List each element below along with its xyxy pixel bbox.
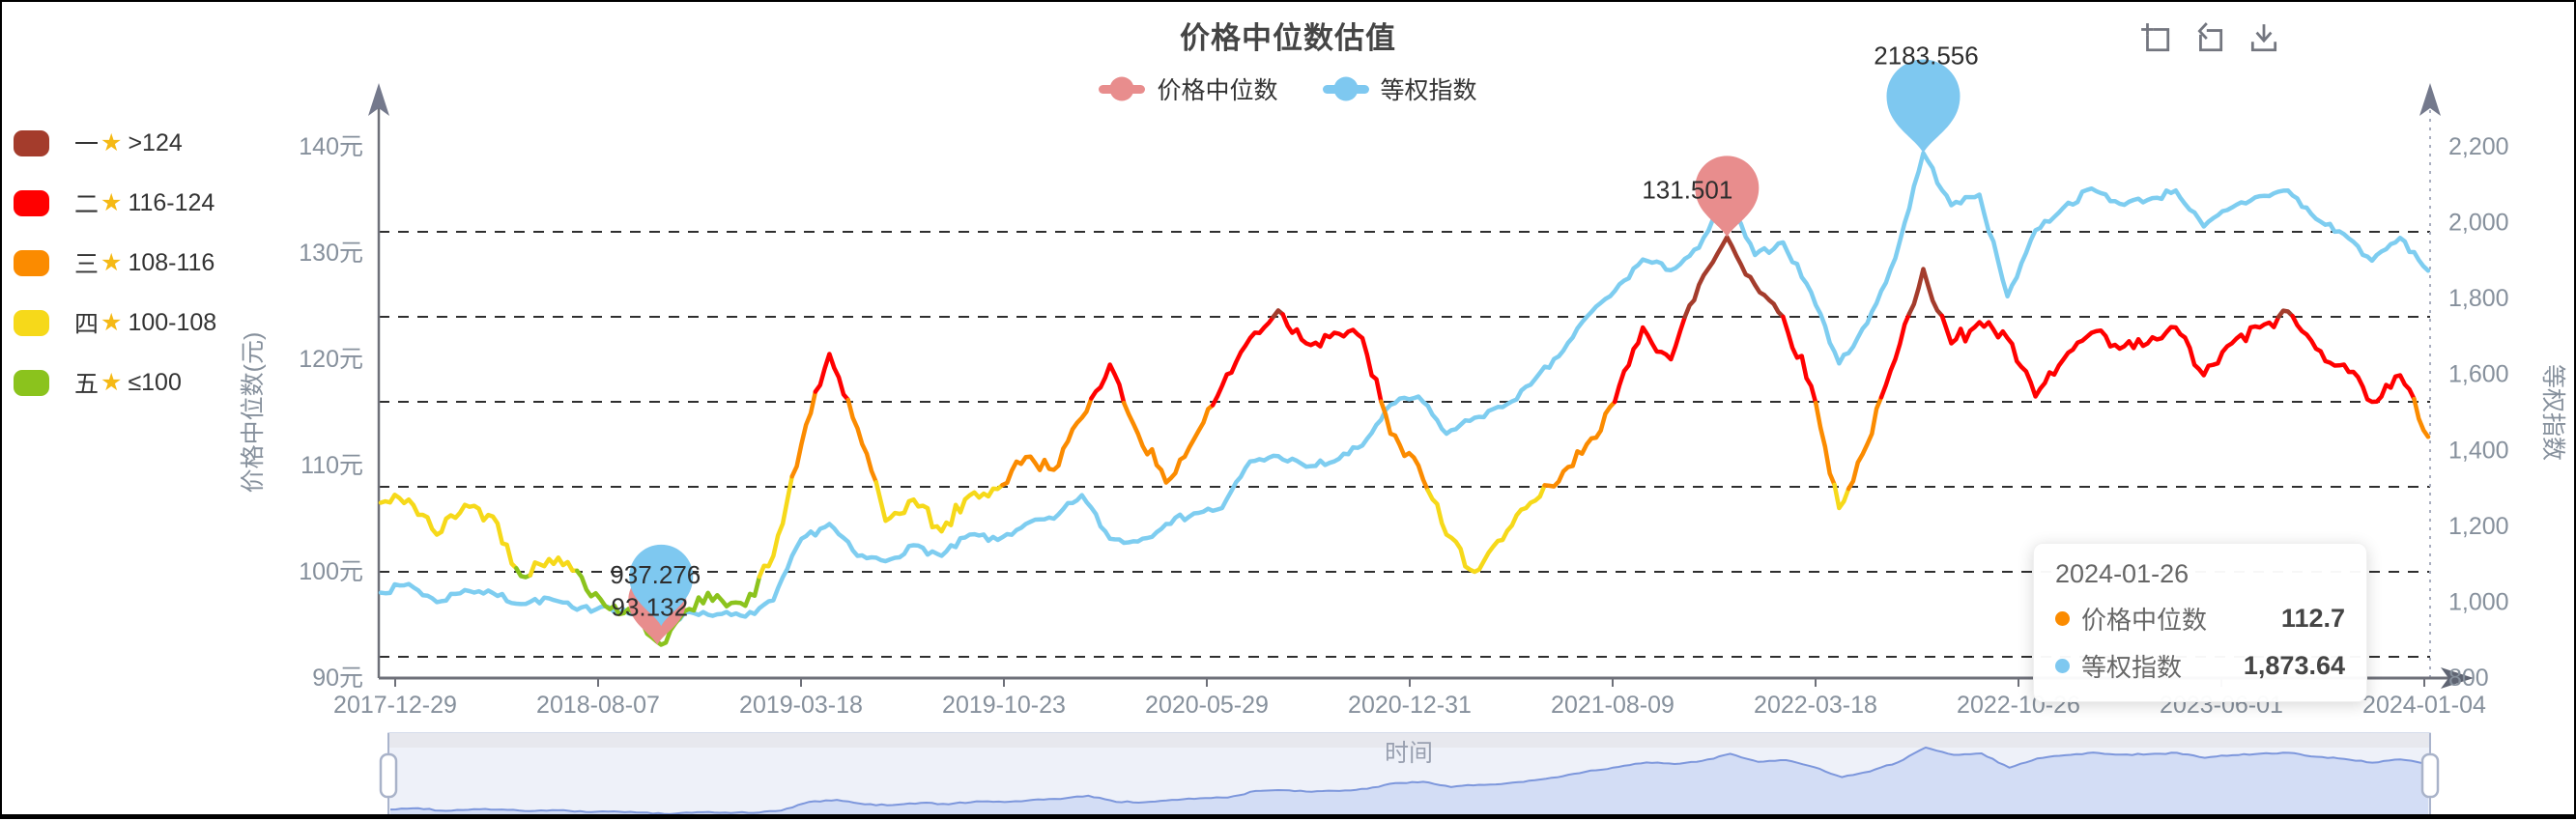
star-icon: ★ xyxy=(100,309,123,336)
series-legend: 价格中位数 等权指数 xyxy=(2,71,2574,106)
index-min-label: 937.276 xyxy=(610,560,701,589)
left-axis-arrow-icon xyxy=(368,83,389,116)
zoom-box-icon[interactable] xyxy=(2139,21,2172,54)
bottom-edge xyxy=(2,814,2574,819)
rating-swatch xyxy=(14,309,49,336)
tooltip-value-median: 112.7 xyxy=(2280,604,2345,633)
x-axis-tick-label: 2022-03-18 xyxy=(1754,692,1877,719)
rating-grade: 一 xyxy=(74,131,100,158)
page-title: 价格中位数估值 xyxy=(1180,21,1396,55)
datazoom-left-handle[interactable] xyxy=(379,752,398,799)
right-axis-tick-label: 1,600 xyxy=(2448,361,2509,388)
left-axis-tick-label: 90元 xyxy=(312,665,363,692)
rating-swatch xyxy=(14,369,49,396)
rating-grade: 四 xyxy=(74,311,100,338)
left-axis-tick-label: 130元 xyxy=(299,240,363,267)
left-axis-tick-label: 140元 xyxy=(299,133,363,160)
median-line xyxy=(378,235,2431,647)
rating-swatch xyxy=(14,129,49,156)
index-dot-icon xyxy=(2055,659,2070,673)
rating-legend-item-5[interactable]: 五 ★ ≤100 xyxy=(14,365,216,400)
star-icon: ★ xyxy=(100,189,123,216)
legend-item-index[interactable]: 等权指数 xyxy=(1322,71,1477,106)
rating-legend-item-1[interactable]: 一 ★ >124 xyxy=(14,126,216,160)
tooltip: 2024-01-26 价格中位数 112.7 等权指数 1,873.64 xyxy=(2033,543,2367,702)
rating-grade: 三 xyxy=(74,251,100,278)
star-icon: ★ xyxy=(100,249,123,276)
rating-legend-item-2[interactable]: 二 ★ 116-124 xyxy=(14,185,216,220)
right-axis-tick-label: 2,200 xyxy=(2448,133,2509,160)
tooltip-label-index: 等权指数 xyxy=(2081,653,2183,682)
rating-range: 116-124 xyxy=(128,188,215,216)
datazoom-top-strip xyxy=(388,733,2430,748)
right-axis-tick-label: 1,200 xyxy=(2448,513,2509,540)
rating-range: 108-116 xyxy=(128,248,215,276)
x-axis-tick-label: 2024-01-04 xyxy=(2362,692,2486,719)
datazoom-area-line xyxy=(389,746,2429,815)
right-axis-tick-label: 800 xyxy=(2448,665,2489,692)
datazoom-label: 时间 xyxy=(1385,740,1433,767)
right-axis-tick-label: 1,400 xyxy=(2448,437,2509,464)
left-axis-tick-label: 120元 xyxy=(299,346,363,373)
median-max-pin xyxy=(1695,156,1760,238)
right-axis-tick-label: 1,800 xyxy=(2448,285,2509,312)
x-axis-tick-label: 2017-12-29 xyxy=(333,692,457,719)
right-axis-title: 等权指数 xyxy=(2539,364,2566,461)
legend-label-median: 价格中位数 xyxy=(1157,77,1278,104)
median-legend-marker xyxy=(1099,76,1146,101)
toolbox xyxy=(2139,21,2280,54)
rating-range: >124 xyxy=(128,128,183,156)
right-axis-tick-label: 1,000 xyxy=(2448,588,2509,615)
index-legend-marker xyxy=(1322,76,1369,101)
star-icon: ★ xyxy=(100,369,123,396)
x-axis-tick-label: 2019-03-18 xyxy=(739,692,863,719)
rating-legend: 一 ★ >124 二 ★ 116-124 三 ★ 108-116 四 ★ 100-108 五 ★ ≤100 xyxy=(14,126,216,425)
x-axis-tick-label: 2020-12-31 xyxy=(1348,692,1472,719)
median-max-label: 131.501 xyxy=(1642,175,1732,204)
tooltip-row-median: 价格中位数 112.7 xyxy=(2055,601,2345,637)
tooltip-date: 2024-01-26 xyxy=(2055,559,2190,588)
rating-grade: 二 xyxy=(74,191,100,218)
star-icon: ★ xyxy=(100,129,123,156)
rating-legend-item-4[interactable]: 四 ★ 100-108 xyxy=(14,305,216,340)
right-axis-tick-label: 2,000 xyxy=(2448,210,2509,237)
datazoom-right-handle[interactable] xyxy=(2420,752,2440,799)
rating-range: 100-108 xyxy=(128,308,217,336)
tooltip-row-index: 等权指数 1,873.64 xyxy=(2055,648,2345,684)
rating-legend-item-3[interactable]: 三 ★ 108-116 xyxy=(14,245,216,280)
index-min-pin xyxy=(629,544,694,627)
index-line xyxy=(378,151,2431,629)
restore-icon[interactable] xyxy=(2193,21,2226,54)
index-max-pin xyxy=(1886,59,1961,154)
rating-grade: 五 xyxy=(74,371,100,398)
tooltip-label-median: 价格中位数 xyxy=(2081,606,2208,635)
median-min-label: 93.132 xyxy=(612,593,689,622)
rating-swatch xyxy=(14,189,49,216)
rating-range: ≤100 xyxy=(128,368,182,396)
save-image-icon[interactable] xyxy=(2247,21,2280,54)
x-axis-tick-label: 2018-08-07 xyxy=(536,692,660,719)
right-axis-arrow-icon xyxy=(2419,83,2441,116)
left-axis-title: 价格中位数(元) xyxy=(240,332,267,494)
tooltip-value-index: 1,873.64 xyxy=(2243,651,2345,680)
datazoom-area xyxy=(390,747,2428,816)
rating-swatch xyxy=(14,249,49,276)
median-dot-icon xyxy=(2055,611,2070,626)
legend-label-index: 等权指数 xyxy=(1380,77,1477,104)
left-axis-tick-label: 110元 xyxy=(301,452,363,479)
x-axis-tick-label: 2019-10-23 xyxy=(942,692,1066,719)
x-axis-arrow-icon xyxy=(2441,667,2474,689)
x-axis-tick-label: 2021-08-09 xyxy=(1551,692,1674,719)
legend-item-median[interactable]: 价格中位数 xyxy=(1099,71,1278,106)
x-axis-tick-label: 2020-05-29 xyxy=(1145,692,1269,719)
index-max-label: 2183.556 xyxy=(1874,41,1978,70)
left-axis-tick-label: 100元 xyxy=(299,558,363,585)
